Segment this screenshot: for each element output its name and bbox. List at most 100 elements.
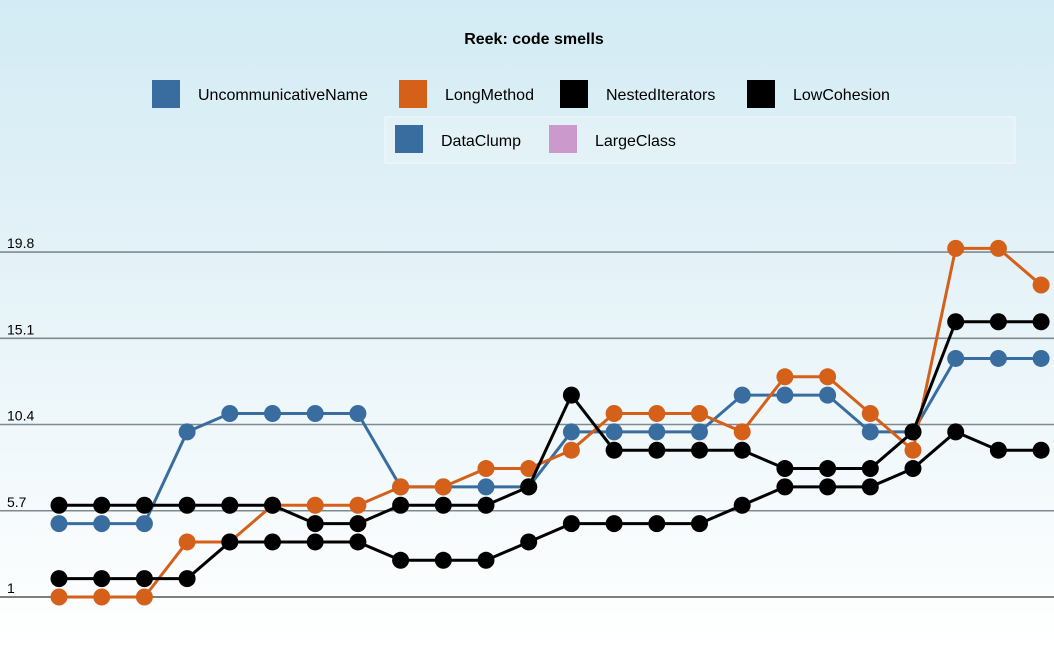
data-point (50, 496, 68, 514)
data-point (861, 478, 879, 496)
data-point (1032, 276, 1050, 294)
data-point (947, 239, 965, 257)
data-point (477, 496, 495, 514)
legend-label: LongMethod (445, 87, 534, 104)
data-point (605, 423, 623, 441)
data-point (989, 349, 1007, 367)
chart-title: Reek: code smells (464, 31, 604, 48)
legend-row-2-frame (384, 116, 1016, 164)
data-point (648, 405, 666, 422)
data-point (989, 441, 1007, 459)
data-point (648, 423, 666, 441)
data-point (178, 570, 196, 588)
data-point (178, 496, 196, 514)
data-point (434, 551, 452, 569)
legend-swatch (560, 80, 588, 108)
data-point (819, 478, 837, 496)
grid (0, 251, 1054, 598)
data-point (605, 515, 623, 533)
data-point (306, 496, 324, 514)
legend: UncommunicativeName LongMethod NestedItera… (152, 80, 890, 153)
data-point (819, 460, 837, 478)
data-point (733, 386, 751, 404)
data-point (135, 570, 153, 588)
data-point (733, 496, 751, 514)
y-tick-label: 10.4 (7, 408, 34, 424)
data-point (989, 239, 1007, 257)
data-point (520, 533, 538, 551)
data-point (434, 496, 452, 514)
legend-label: LargeClass (595, 133, 676, 150)
data-point (434, 478, 452, 496)
data-point (605, 441, 623, 459)
data-point (861, 460, 879, 478)
data-point (135, 515, 153, 533)
data-point (1032, 313, 1050, 331)
series-layer (50, 239, 1050, 606)
data-point (135, 496, 153, 514)
data-point (349, 533, 367, 551)
series-1 (50, 239, 1050, 606)
data-point (264, 496, 281, 514)
data-point (904, 423, 922, 441)
data-point (477, 478, 495, 496)
legend-swatch (395, 125, 423, 153)
data-point (520, 478, 538, 496)
data-point (776, 478, 794, 496)
data-point (819, 368, 837, 386)
data-point (904, 460, 922, 478)
data-point (648, 441, 666, 459)
data-point (562, 423, 580, 441)
legend-label: LowCohesion (793, 87, 890, 104)
data-point (221, 533, 239, 551)
legend-swatch (152, 80, 180, 108)
data-point (93, 570, 111, 588)
data-point (691, 423, 708, 441)
y-tick-label: 5.7 (7, 494, 27, 510)
data-point (733, 423, 751, 441)
data-point (904, 441, 922, 459)
data-point (947, 349, 965, 367)
data-point (562, 515, 580, 533)
data-point (776, 386, 794, 404)
data-point (691, 441, 708, 459)
y-tick-label: 19.8 (7, 235, 34, 251)
data-point (733, 441, 751, 459)
data-point (264, 405, 281, 422)
data-point (135, 588, 153, 606)
data-point (50, 588, 68, 606)
y-axis-ticks: 1 5.7 10.4 15.1 19.8 (7, 235, 34, 596)
data-point (1032, 349, 1050, 367)
data-point (93, 588, 111, 606)
data-point (93, 515, 111, 533)
data-point (221, 405, 239, 422)
data-point (306, 533, 324, 551)
series-2 (50, 313, 1050, 533)
data-point (50, 570, 68, 588)
data-point (947, 313, 965, 331)
data-point (349, 496, 367, 514)
data-point (221, 496, 239, 514)
data-point (477, 551, 495, 569)
data-point (264, 533, 281, 551)
data-point (349, 405, 367, 422)
data-point (605, 405, 623, 422)
data-point (93, 496, 111, 514)
data-point (178, 533, 196, 551)
data-point (306, 515, 324, 533)
data-point (776, 460, 794, 478)
data-point (691, 405, 708, 422)
data-point (1032, 441, 1050, 459)
data-point (392, 478, 410, 496)
data-point (178, 423, 196, 441)
data-point (861, 405, 879, 422)
y-tick-label: 15.1 (7, 321, 34, 337)
data-point (50, 515, 68, 533)
data-point (648, 515, 666, 533)
data-point (819, 386, 837, 404)
data-point (989, 313, 1007, 331)
data-point (691, 515, 708, 533)
data-point (349, 515, 367, 533)
legend-swatch (747, 80, 775, 108)
